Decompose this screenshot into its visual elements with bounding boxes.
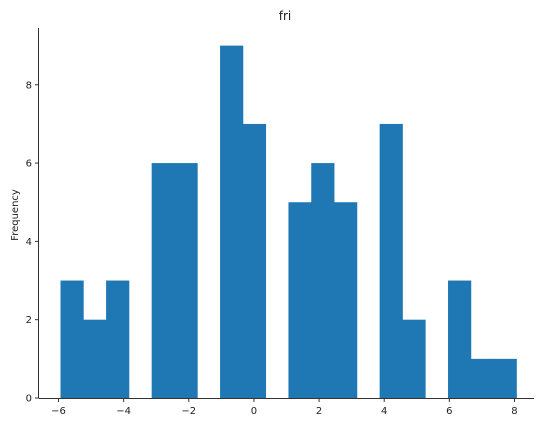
y-tick-label: 8 xyxy=(26,80,32,91)
histogram-bar-5 xyxy=(174,163,198,398)
x-tick-label: 6 xyxy=(446,406,452,417)
x-tick-label: −6 xyxy=(51,406,66,417)
chart-title: fri xyxy=(279,9,292,23)
histogram-bar-4 xyxy=(151,163,175,398)
x-tick-label: 2 xyxy=(316,406,322,417)
y-tick-label: 0 xyxy=(26,394,32,405)
histogram-bar-17 xyxy=(448,280,472,398)
histogram-bar-15 xyxy=(402,319,426,398)
x-axis: −6 −4 −2 0 2 4 6 8 xyxy=(39,398,534,417)
y-tick-label: 4 xyxy=(26,237,32,248)
y-axis: 0 2 4 6 8 xyxy=(26,28,39,405)
histogram-bar-11 xyxy=(311,163,335,398)
x-tick-label: 8 xyxy=(511,406,517,417)
y-axis-title: Frequency xyxy=(10,189,21,241)
histogram-bar-19 xyxy=(493,358,517,398)
histogram-bar-8 xyxy=(242,123,267,399)
x-tick-label: −2 xyxy=(181,406,196,417)
y-tick-label: 6 xyxy=(26,159,32,170)
x-tick-label: −4 xyxy=(116,406,131,417)
bars-group xyxy=(60,45,517,399)
y-tick-label: 2 xyxy=(26,315,32,326)
histogram-bar-1 xyxy=(83,319,107,398)
histogram-bar-12 xyxy=(334,202,358,398)
histogram-bar-10 xyxy=(288,202,312,398)
x-tick-label: 4 xyxy=(381,406,387,417)
histogram-bar-18 xyxy=(470,358,495,398)
histogram-bar-7 xyxy=(220,45,244,399)
histogram-bar-0 xyxy=(60,280,84,398)
histogram-bar-2 xyxy=(106,280,130,398)
x-tick-label: 0 xyxy=(251,406,257,417)
histogram-bar-14 xyxy=(379,123,403,399)
